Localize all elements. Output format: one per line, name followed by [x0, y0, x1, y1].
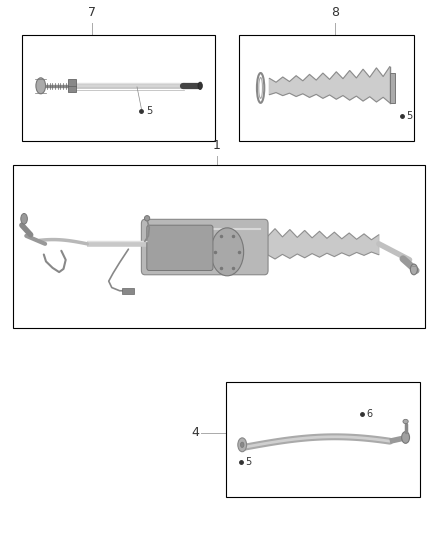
Text: 5: 5	[245, 457, 251, 467]
Ellipse shape	[240, 442, 244, 448]
Text: 7: 7	[88, 6, 96, 19]
Ellipse shape	[21, 213, 27, 224]
Ellipse shape	[36, 78, 46, 94]
Text: 5: 5	[147, 107, 153, 116]
Text: 8: 8	[331, 6, 339, 19]
Ellipse shape	[145, 215, 150, 221]
Bar	[226, 382, 420, 497]
Text: 4: 4	[191, 426, 199, 439]
Bar	[68, 79, 76, 92]
Ellipse shape	[403, 419, 408, 424]
Ellipse shape	[402, 432, 410, 443]
Bar	[122, 288, 134, 294]
Polygon shape	[269, 67, 390, 103]
Ellipse shape	[410, 264, 417, 275]
Bar	[390, 73, 395, 103]
Polygon shape	[260, 228, 379, 260]
Bar	[239, 35, 414, 141]
Bar	[22, 35, 215, 141]
Text: 6: 6	[366, 409, 372, 419]
Ellipse shape	[211, 228, 244, 276]
Text: 1: 1	[213, 139, 221, 152]
Text: 5: 5	[406, 111, 412, 120]
Bar	[13, 165, 425, 328]
FancyBboxPatch shape	[141, 220, 268, 275]
Ellipse shape	[198, 82, 202, 90]
Ellipse shape	[238, 438, 247, 452]
FancyBboxPatch shape	[147, 225, 213, 271]
